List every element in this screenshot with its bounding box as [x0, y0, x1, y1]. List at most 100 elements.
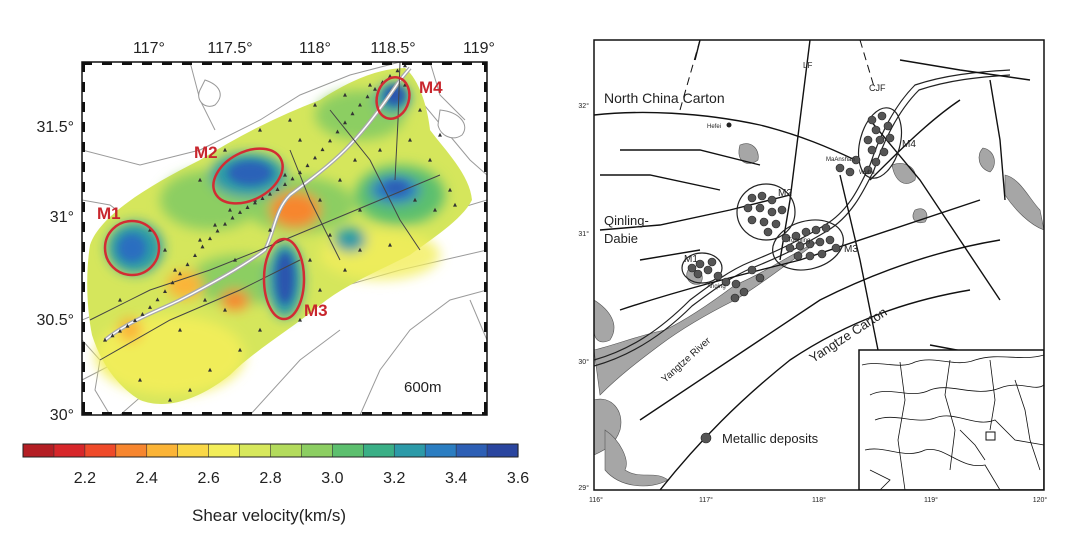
- station-triangle: [433, 207, 437, 212]
- station-triangle: [188, 387, 192, 392]
- lat-label-30: 30°: [578, 358, 589, 366]
- deposit-marker: [835, 163, 845, 173]
- deposit-marker: [805, 239, 815, 249]
- maanshan-label: MaAnshan: [826, 157, 855, 163]
- lat-label-31: 31°: [578, 230, 589, 238]
- colorbar-tick-label: 3.4: [445, 470, 467, 487]
- station-triangle: [138, 377, 142, 382]
- lake-outline: [198, 79, 221, 107]
- station-triangle: [245, 205, 250, 209]
- station-triangle: [368, 82, 372, 87]
- station-triangle: [305, 163, 310, 168]
- deposit-marker: [821, 223, 831, 233]
- colorbar-tick-label: 3.0: [321, 470, 343, 487]
- deposit-marker: [767, 195, 777, 205]
- depth-label: 600m: [404, 379, 442, 396]
- station-triangle: [338, 177, 342, 182]
- deposit-marker: [875, 135, 885, 145]
- station-triangle: [365, 94, 370, 99]
- deposit-marker: [801, 227, 811, 237]
- station-triangle: [208, 236, 212, 241]
- deposit-marker: [771, 219, 781, 229]
- station-triangle: [318, 287, 322, 292]
- colorbar-cell: [332, 444, 364, 457]
- deposit-marker: [747, 215, 757, 225]
- station-triangle: [178, 327, 182, 332]
- station-triangle: [260, 196, 265, 200]
- seismic-stations: [103, 63, 457, 402]
- colorbar-cell: [53, 444, 86, 457]
- station-triangle: [148, 305, 152, 309]
- station-triangle: [328, 232, 332, 237]
- deposit-marker: [811, 225, 821, 235]
- station-triangle: [373, 86, 377, 91]
- anomaly-m1-label: M1: [97, 204, 121, 223]
- colorbar-tick-label: 3.2: [383, 470, 405, 487]
- station-triangle: [230, 215, 235, 220]
- station-triangle: [233, 257, 237, 262]
- colorbar-cell: [84, 444, 117, 457]
- colorbar-tick-label: 2.2: [74, 470, 96, 487]
- deposit-marker: [845, 167, 855, 177]
- station-triangle: [358, 247, 362, 252]
- station-triangle: [320, 147, 325, 152]
- colorbar-cell: [115, 444, 148, 457]
- deposit-marker: [871, 157, 881, 167]
- lat-label-31-5: 31.5°: [36, 119, 74, 136]
- deposit-marker: [879, 147, 889, 157]
- station-triangle: [193, 253, 197, 258]
- deposit-marker: [863, 165, 873, 175]
- dashed-faults: [679, 40, 876, 111]
- district-m2-ellipse: [736, 183, 796, 241]
- station-triangle: [125, 323, 130, 328]
- colorbar-cell: [456, 444, 488, 457]
- hefei-dot: [726, 122, 732, 128]
- lon-label-120: 120°: [1033, 496, 1048, 504]
- station-triangle: [223, 147, 227, 152]
- geology-map: North China Carton Qinling- Dabie Yangtz…: [578, 39, 1048, 504]
- anomaly-m3-ellipse: [262, 237, 306, 321]
- deposit-marker: [831, 243, 841, 253]
- district-m1-label: M1: [684, 254, 698, 265]
- station-triangle: [223, 221, 227, 226]
- deposit-marker: [781, 233, 791, 243]
- station-triangle: [378, 147, 382, 152]
- deposit-marker: [863, 135, 873, 145]
- deposit-marker: [695, 259, 705, 269]
- station-triangle: [308, 257, 312, 262]
- deposit-marker: [817, 249, 827, 259]
- colorbar-frame: [22, 443, 519, 458]
- deposit-marker: [805, 251, 815, 261]
- colorbar-cell: [394, 444, 426, 457]
- station-triangle: [298, 137, 302, 142]
- deposit-marker: [693, 269, 703, 279]
- velocity-map: M1 M2 M3 M4 600m 117° 117.5° 118° 118.5°…: [36, 40, 495, 424]
- lat-label-32: 32°: [578, 102, 589, 110]
- deposit-marker: [743, 203, 753, 213]
- lat-label-31: 31°: [50, 209, 74, 226]
- lon-label-118: 118°: [812, 496, 826, 504]
- deposit-marker: [767, 207, 777, 217]
- lon-label-119: 119°: [463, 40, 495, 57]
- cjf-label: CJF: [869, 83, 886, 93]
- district-m3-ellipse: [772, 219, 844, 271]
- deposit-marker: [730, 293, 740, 303]
- dabie-label: Dabie: [604, 231, 638, 246]
- district-m2-label: M2: [778, 188, 792, 199]
- deposit-marker: [739, 287, 749, 297]
- station-triangle: [438, 132, 442, 137]
- station-triangle: [238, 210, 242, 214]
- lon-label-116: 116°: [589, 496, 603, 504]
- colorbar: 2.2 2.4 2.6 2.8 3.0 3.2 3.4 3.6 Shear velocity(…: [22, 443, 529, 525]
- lon-label-117-5: 117.5°: [207, 40, 252, 57]
- station-triangle: [453, 202, 457, 207]
- station-triangle: [253, 200, 257, 205]
- station-triangle: [403, 63, 407, 68]
- station-triangle: [353, 157, 357, 162]
- district-m1-ellipse: [681, 252, 723, 284]
- station-triangle: [313, 155, 317, 160]
- deposit-marker: [759, 217, 769, 227]
- deposit-marker: [707, 257, 717, 267]
- deposit-marker: [867, 145, 877, 155]
